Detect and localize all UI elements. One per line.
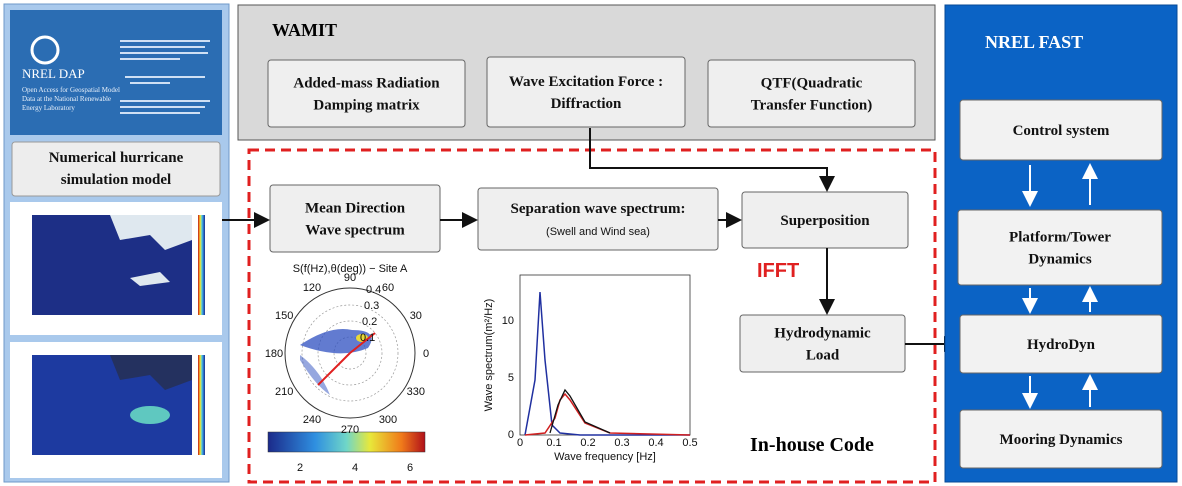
- y-tick-label: 0: [508, 429, 514, 441]
- polar-angle-label: 150: [275, 310, 293, 322]
- colorbar-tick-label: 6: [407, 462, 413, 474]
- polar-radial-label: 0.1: [360, 332, 375, 344]
- polar-radial-label: 0.3: [364, 300, 379, 312]
- polar-angle-label: 210: [275, 386, 293, 398]
- ifft-label: IFFT: [757, 260, 799, 282]
- box: [269, 184, 441, 253]
- model-box: [11, 141, 221, 197]
- polar-angle-label: 300: [379, 414, 397, 426]
- box-text: Mean Direction: [305, 201, 406, 217]
- polar-radial-label: 0.2: [362, 316, 377, 328]
- dap-fine-print: [120, 40, 210, 114]
- x-tick-label: 0.3: [614, 437, 629, 449]
- x-tick-label: 0.5: [682, 437, 697, 449]
- arrows: [222, 128, 960, 352]
- box: [267, 59, 466, 128]
- inhouse-frame: [247, 148, 937, 484]
- box-text: Platform/Tower: [1009, 230, 1111, 246]
- spectrum-x-label: Wave frequency [Hz]: [554, 451, 656, 463]
- map-1: [10, 202, 222, 335]
- box-text: Damping matrix: [313, 98, 420, 114]
- spectrum-y-label: Wave spectrum(m²/Hz): [483, 299, 495, 412]
- fast-title: NREL FAST: [985, 32, 1083, 52]
- y-tick-label: 10: [502, 315, 514, 327]
- box-text: (Swell and Wind sea): [546, 226, 650, 238]
- dap-subtitle: Open Access for Geospatial Model: [22, 86, 120, 94]
- polar-title: S(f(Hz),θ(deg)) − Site A: [293, 263, 408, 275]
- dap-logo: [30, 35, 60, 65]
- fast-arrows: [1022, 163, 1098, 409]
- box: [959, 99, 1163, 161]
- box: [959, 314, 1163, 374]
- x-tick-label: 0.4: [648, 437, 663, 449]
- spectrum-plot: Wave spectrum(m²/Hz) Wave frequency [Hz]…: [483, 274, 698, 463]
- polar-angle-label: 270: [341, 424, 359, 436]
- polar-angle-label: 90: [344, 272, 356, 284]
- dap-title: NREL DAP: [22, 66, 85, 81]
- box-text: Wave spectrum: [305, 223, 405, 239]
- box-text: Superposition: [780, 213, 870, 229]
- polar-angle-label: 60: [382, 282, 394, 294]
- polar-angle-label: 240: [303, 414, 321, 426]
- box-text: simulation model: [61, 172, 171, 188]
- colorbar-tick-label: 4: [352, 462, 358, 474]
- colorbar-tick-label: 2: [297, 462, 303, 474]
- x-tick-label: 0: [517, 437, 523, 449]
- dap-subtitle: Energy Laboratory: [22, 104, 75, 112]
- polar-plot: S(f(Hz),θ(deg)) − Site A 0 30 60 90 120 150 18…: [265, 263, 429, 474]
- box: [707, 59, 916, 128]
- box-text: QTF(Quadratic: [761, 76, 863, 92]
- box-text: HydroDyn: [1027, 337, 1096, 353]
- y-tick-label: 5: [508, 372, 514, 384]
- wamit-title: WAMIT: [272, 20, 337, 40]
- box: [486, 56, 686, 128]
- box-text: Diffraction: [551, 96, 622, 112]
- dap-subtitle: Data at the National Renewable: [22, 95, 111, 103]
- polar-angle-label: 0: [423, 348, 429, 360]
- box-text: Dynamics: [1028, 252, 1091, 268]
- box-text: Load: [806, 348, 840, 364]
- box-text: Wave Excitation Force :: [509, 74, 663, 90]
- box-text: Hydrodynamic: [774, 326, 871, 342]
- polar-radial-label: 0.4: [366, 284, 381, 296]
- box-text: Added-mass Radiation: [293, 76, 440, 92]
- nrel-dap-banner: [10, 10, 222, 135]
- polar-angle-label: 120: [303, 282, 321, 294]
- box: [741, 191, 909, 249]
- box-text: Transfer Function): [751, 98, 873, 114]
- box-text: Numerical hurricane: [49, 150, 184, 166]
- polar-angle-label: 330: [407, 386, 425, 398]
- polar-angle-label: 180: [265, 348, 283, 360]
- box: [477, 187, 719, 251]
- x-tick-label: 0.2: [580, 437, 595, 449]
- box-text: Separation wave spectrum:: [511, 201, 686, 217]
- box: [959, 409, 1163, 469]
- box-text: Mooring Dynamics: [1000, 432, 1123, 448]
- box: [957, 209, 1163, 286]
- x-tick-label: 0.1: [546, 437, 561, 449]
- map-2: [10, 342, 222, 478]
- box-text: Control system: [1013, 123, 1110, 139]
- inhouse-label: In-house Code: [750, 434, 874, 456]
- polar-angle-label: 30: [410, 310, 422, 322]
